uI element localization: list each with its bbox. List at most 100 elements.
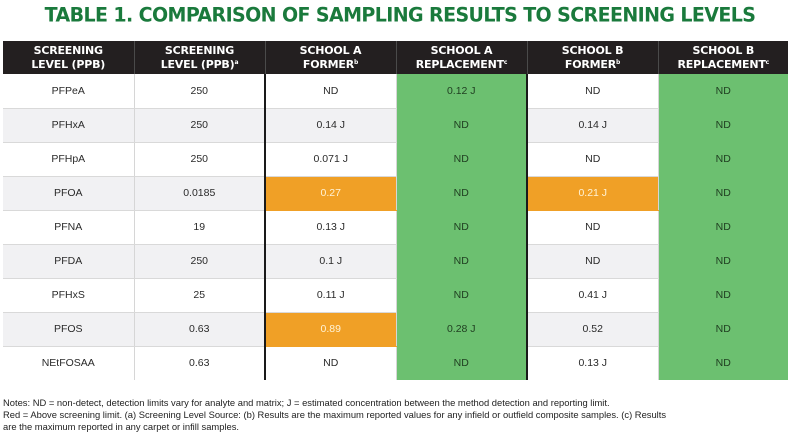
table-row: PFHxS 25 0.11 J ND 0.41 J ND (3, 278, 788, 313)
footnote-marker: c (503, 58, 508, 66)
header-school-b-replacement: SCHOOL B REPLACEMENTc (657, 41, 789, 74)
cell-school-a-replacement: 0.28 J (395, 312, 527, 347)
cell-analyte: PFNA (3, 210, 134, 245)
cell-school-b-replacement: ND (657, 346, 788, 380)
cell-school-a-former: ND (264, 74, 396, 109)
cell-school-a-replacement: ND (395, 278, 527, 313)
cell-school-a-replacement: 0.12 J (395, 74, 527, 109)
header-line-2-text: FORMER (564, 57, 616, 71)
cell-screening-level: 0.0185 (133, 176, 265, 211)
cell-school-b-replacement: ND (657, 210, 788, 245)
cell-screening-level: 0.63 (133, 346, 265, 380)
header-line-1: SCREENING (164, 43, 235, 57)
cell-school-b-replacement: ND (657, 108, 788, 143)
cell-school-a-former: 0.071 J (264, 142, 396, 177)
header-line-2: LEVEL (PPB)a (135, 57, 265, 71)
cell-school-b-former: ND (526, 244, 658, 279)
notes-line: Notes: ND = non-detect, detection limits… (3, 397, 610, 408)
cell-school-b-former: 0.52 (526, 312, 658, 347)
footnote-marker: c (765, 58, 770, 66)
table-row: PFPeA 250 ND 0.12 J ND ND (3, 74, 788, 109)
cell-school-a-replacement: ND (395, 346, 527, 380)
footnote-marker: b (353, 58, 359, 66)
notes-line: Red = Above screening limit. (a) Screeni… (3, 409, 667, 420)
cell-analyte: PFHxS (3, 278, 134, 313)
cell-school-b-replacement: ND (657, 312, 788, 347)
header-line-2-text: FORMER (302, 57, 354, 71)
cell-school-a-former: 0.1 J (264, 244, 396, 279)
header-line-1: SCHOOL B (561, 43, 624, 57)
cell-school-a-former: 0.89 (264, 312, 396, 347)
cell-school-b-replacement: ND (657, 244, 788, 279)
header-line-2-text: REPLACEMENT (677, 57, 766, 71)
table-body: PFPeA 250 ND 0.12 J ND ND PFHxA 250 0.14 J ND 0.14… (3, 74, 788, 380)
cell-school-b-replacement: ND (657, 176, 788, 211)
table-row: PFHpA 250 0.071 J ND ND ND (3, 142, 788, 177)
cell-screening-level: 25 (133, 278, 265, 313)
cell-school-a-former: 0.14 J (264, 108, 396, 143)
table-title: TABLE 1. COMPARISON OF SAMPLING RESULTS … (44, 3, 756, 27)
cell-analyte: PFOS (3, 312, 134, 347)
footnote-marker: a (234, 58, 239, 66)
cell-school-b-former: 0.41 J (526, 278, 658, 313)
cell-school-b-replacement: ND (657, 74, 788, 109)
header-line-2: LEVEL (PPB) (3, 57, 134, 71)
header-line-2: REPLACEMENTc (659, 57, 789, 71)
cell-school-a-former: 0.27 (264, 176, 396, 211)
header-school-a-replacement: SCHOOL A REPLACEMENTc (395, 41, 527, 74)
cell-analyte: PFOA (3, 176, 134, 211)
cell-analyte: PFHxA (3, 108, 134, 143)
cell-school-b-former: 0.14 J (526, 108, 658, 143)
cell-screening-level: 19 (133, 210, 265, 245)
cell-screening-level: 250 (133, 74, 265, 109)
header-school-b-former: SCHOOL B FORMERb (526, 41, 658, 74)
cell-analyte: NEtFOSAA (41, 357, 95, 370)
cell-screening-level: 250 (133, 244, 265, 279)
cell-school-b-former: ND (526, 142, 658, 177)
cell-school-a-replacement: ND (395, 108, 527, 143)
header-row: SCREENING LEVEL (PPB) SCREENING LEVEL (PPB)… (3, 41, 788, 74)
header-line-1: SCHOOL A (430, 43, 493, 57)
header-line-2-text: LEVEL (PPB) (31, 57, 106, 71)
table-row: PFHxA 250 0.14 J ND 0.14 J ND (3, 108, 788, 143)
cell-analyte: PFPeA (3, 74, 134, 109)
notes-line: are the maximum reported in any carpet o… (3, 421, 240, 432)
cell-school-b-replacement: ND (657, 278, 788, 313)
header-screening-level: SCREENING LEVEL (PPB)a (133, 41, 265, 74)
table-row: NEtFOSAA 0.63 ND ND 0.13 J ND (3, 346, 788, 380)
cell-school-a-replacement: ND (395, 176, 527, 211)
cell-school-b-former: ND (526, 74, 658, 109)
cell-school-a-former: 0.11 J (264, 278, 396, 313)
header-line-2-text: REPLACEMENT (415, 57, 504, 71)
cell-school-b-former: 0.13 J (526, 346, 658, 380)
header-line-2: FORMERb (528, 57, 658, 71)
cell-school-a-replacement: ND (395, 210, 527, 245)
cell-school-b-former: ND (526, 210, 658, 245)
table-row: PFOA 0.0185 0.27 ND 0.21 J ND (3, 176, 788, 211)
header-line-1: SCHOOL A (299, 43, 362, 57)
header-line-2: REPLACEMENTc (397, 57, 527, 71)
table-notes: Notes: ND = non-detect, detection limits… (3, 397, 793, 433)
cell-school-a-replacement: ND (395, 142, 527, 177)
cell-school-a-former: ND (264, 346, 396, 380)
header-line-1: SCHOOL B (692, 43, 755, 57)
cell-screening-level: 250 (133, 108, 265, 143)
cell-analyte: PFDA (3, 244, 134, 279)
cell-screening-level: 0.63 (133, 312, 265, 347)
header-analyte: SCREENING LEVEL (PPB) (3, 41, 134, 74)
header-line-1: SCREENING (33, 43, 103, 57)
table-row: PFDA 250 0.1 J ND ND ND (3, 244, 788, 279)
cell-school-b-replacement: ND (657, 142, 788, 177)
cell-school-a-replacement: ND (395, 244, 527, 279)
header-line-2: FORMERb (266, 57, 396, 71)
table-row: PFNA 19 0.13 J ND ND ND (3, 210, 788, 245)
cell-school-b-former: 0.21 J (526, 176, 658, 211)
cell-analyte: PFHpA (3, 142, 134, 177)
header-line-2-text: LEVEL (PPB) (160, 57, 235, 71)
footnote-marker: b (615, 58, 621, 66)
table-row: PFOS 0.63 0.89 0.28 J 0.52 ND (3, 312, 788, 347)
cell-school-a-former: 0.13 J (264, 210, 396, 245)
cell-screening-level: 250 (133, 142, 265, 177)
results-table: SCREENING LEVEL (PPB) SCREENING LEVEL (PPB)… (3, 41, 788, 380)
header-school-a-former: SCHOOL A FORMERb (264, 41, 396, 74)
